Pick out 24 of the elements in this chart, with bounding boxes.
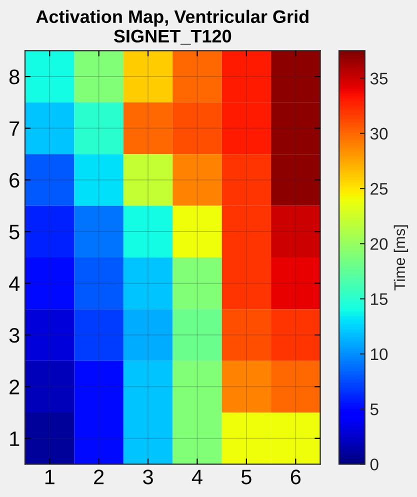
y-tick-label: 4 (9, 276, 20, 291)
x-tick-label: 5 (241, 470, 252, 484)
color-bar-label: 5 (370, 404, 378, 416)
x-tick-label: 1 (45, 470, 54, 484)
x-tick-label: 3 (143, 470, 153, 484)
y-tick-label: 1 (10, 432, 20, 446)
chart-title: Activation Map, Ventricular Grid SIGNET_T120 (36, 10, 308, 45)
color-bar-label: 20 (370, 238, 388, 250)
color-bar-label: 10 (371, 348, 388, 360)
color-bar-title: Time [ms] (394, 225, 408, 290)
x-tick-label: 6 (290, 470, 301, 484)
y-tick-label: 2 (10, 380, 20, 394)
color-bar-label: 25 (370, 182, 388, 195)
y-tick-label: 5 (9, 224, 20, 240)
color-bar-label: 0 (370, 458, 378, 470)
y-tick-label: 3 (9, 328, 20, 343)
x-tick-label: 2 (94, 470, 104, 484)
y-tick-label: 6 (10, 172, 20, 188)
x-tick-label: 4 (192, 470, 202, 484)
color-bar-label: 15 (371, 293, 388, 305)
y-tick-label: 8 (9, 70, 20, 84)
color-bar-label: 35 (370, 72, 388, 84)
color-bar-label: 30 (370, 128, 388, 140)
y-tick-label: 7 (10, 121, 20, 136)
